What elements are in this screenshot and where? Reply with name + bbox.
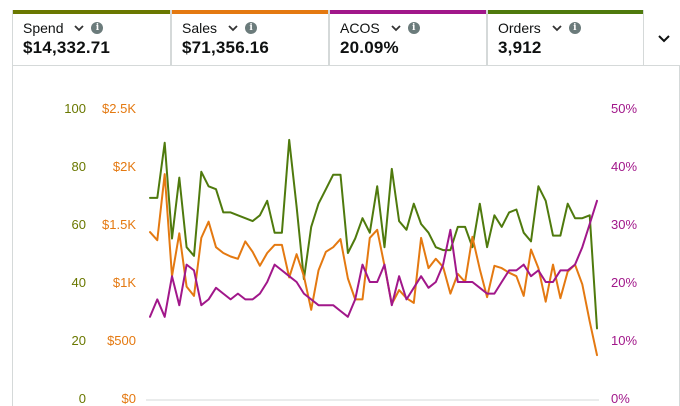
metric-tile-sales[interactable]: Sales i $71,356.16	[171, 10, 329, 66]
info-icon[interactable]: i	[568, 22, 581, 34]
metric-head: Sales i	[182, 20, 258, 36]
metric-accent-acos	[330, 10, 486, 14]
series-line-sales	[149, 173, 598, 357]
metrics-bar: Spend i $14,332.71 Sales i $71,356.16 AC…	[12, 0, 680, 66]
metric-accent-orders	[488, 10, 643, 14]
metric-value-acos: 20.09%	[340, 38, 399, 57]
expand-metrics-button[interactable]	[656, 32, 672, 46]
expand-tile	[632, 10, 680, 66]
tick-label-orders: 40	[72, 275, 86, 290]
tick-label-orders: 20	[72, 333, 86, 348]
tick-label-orders: 0	[79, 391, 86, 406]
tick-label-orders: 100	[64, 101, 86, 116]
tick-label-acos: 20%	[611, 275, 637, 290]
tick-label-sales: $1.5K	[102, 217, 136, 232]
metric-accent-spend	[13, 10, 170, 14]
metric-tile-acos[interactable]: ACOS i 20.09%	[329, 10, 487, 66]
chevron-down-icon[interactable]	[73, 22, 85, 34]
tick-label-acos: 40%	[611, 159, 637, 174]
tick-label-sales: $2K	[113, 159, 136, 174]
metric-head: ACOS i	[340, 20, 420, 36]
metric-value-spend: $14,332.71	[23, 38, 111, 57]
metric-head: Spend i	[23, 20, 104, 36]
metric-accent-sales	[172, 10, 328, 14]
info-icon[interactable]: i	[245, 22, 258, 34]
tick-label-sales: $500	[107, 333, 136, 348]
metric-head: Orders i	[498, 20, 581, 36]
tick-label-acos: 10%	[611, 333, 637, 348]
metric-label-orders: Orders	[498, 20, 541, 36]
chevron-down-icon[interactable]	[390, 22, 402, 34]
series-line-orders	[149, 138, 598, 330]
metric-value-orders: 3,912	[498, 38, 542, 57]
panel-border-left	[12, 66, 13, 406]
tick-label-sales: $0	[122, 391, 136, 406]
tick-label-acos: 50%	[611, 101, 637, 116]
tick-label-orders: 60	[72, 217, 86, 232]
metric-label-spend: Spend	[23, 20, 64, 36]
metric-value-sales: $71,356.16	[182, 38, 270, 57]
tick-label-sales: $2.5K	[102, 101, 136, 116]
metric-label-sales: Sales	[182, 20, 218, 36]
chevron-down-icon[interactable]	[227, 22, 239, 34]
metric-label-acos: ACOS	[340, 20, 380, 36]
metric-tile-orders[interactable]: Orders i 3,912	[487, 10, 644, 66]
tick-label-orders: 80	[72, 159, 86, 174]
series-line-acos	[149, 199, 598, 318]
chevron-down-icon[interactable]	[551, 22, 563, 34]
tick-label-acos: 0%	[611, 391, 630, 406]
info-icon[interactable]: i	[407, 22, 420, 34]
info-icon[interactable]: i	[91, 22, 104, 34]
tick-label-sales: $1K	[113, 275, 136, 290]
metric-tile-spend[interactable]: Spend i $14,332.71	[12, 10, 171, 66]
tick-label-acos: 30%	[611, 217, 637, 232]
